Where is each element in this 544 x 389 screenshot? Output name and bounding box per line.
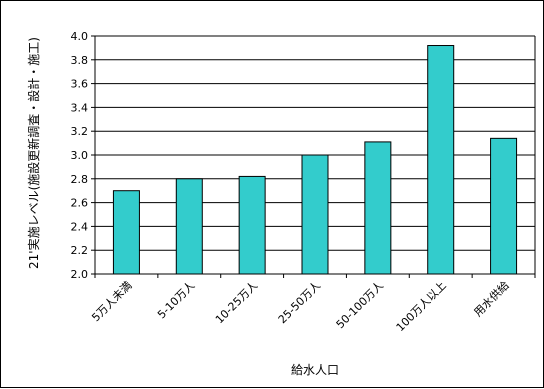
x-tick-label: 5-10万人 xyxy=(155,279,197,321)
x-tick-label: 100万人以上 xyxy=(394,279,449,334)
y-tick-label: 3.4 xyxy=(71,101,89,114)
bar-7 xyxy=(490,137,518,275)
y-tick-labels: 2.0 2.2 2.4 2.6 2.8 3.0 3.2 3.4 3.6 3.8 4.0 xyxy=(71,30,89,281)
y-tick-label: 2.8 xyxy=(71,173,89,186)
y-tick-label: 2.6 xyxy=(71,197,89,210)
x-axis-title: 給水人口 xyxy=(291,363,339,377)
bar-2 xyxy=(175,178,203,275)
bar-6 xyxy=(427,45,455,275)
axes xyxy=(91,35,536,278)
y-tick-label: 2.2 xyxy=(71,244,89,257)
x-tick-labels: 5万人未満 5-10万人 10-25万人 25-50万人 50-100万人 100万人以上… xyxy=(89,278,511,334)
y-tick-label: 3.0 xyxy=(71,149,89,162)
x-tick-label: 50-100万人 xyxy=(334,279,386,331)
y-tick-label: 4.0 xyxy=(71,30,89,43)
y-tick-label: 3.2 xyxy=(71,125,89,138)
bar-1 xyxy=(112,190,140,275)
bars xyxy=(112,45,518,275)
y-tick-label: 2.0 xyxy=(71,268,89,281)
bar-5 xyxy=(364,141,392,275)
x-tick-label: 5万人未満 xyxy=(89,279,134,324)
y-tick-label: 3.8 xyxy=(71,54,89,67)
x-tick-label: 25-50万人 xyxy=(276,279,323,326)
y-tick-label: 2.4 xyxy=(71,220,89,233)
y-axis-title: 21'実施レベル(施設更新調査・設計・施工) xyxy=(26,37,41,269)
x-tick-label: 用水供給 xyxy=(471,278,512,319)
bar-3 xyxy=(238,175,266,275)
x-tick-label: 10-25万人 xyxy=(213,279,260,326)
bar-4 xyxy=(301,154,329,275)
y-tick-label: 3.6 xyxy=(71,78,89,91)
